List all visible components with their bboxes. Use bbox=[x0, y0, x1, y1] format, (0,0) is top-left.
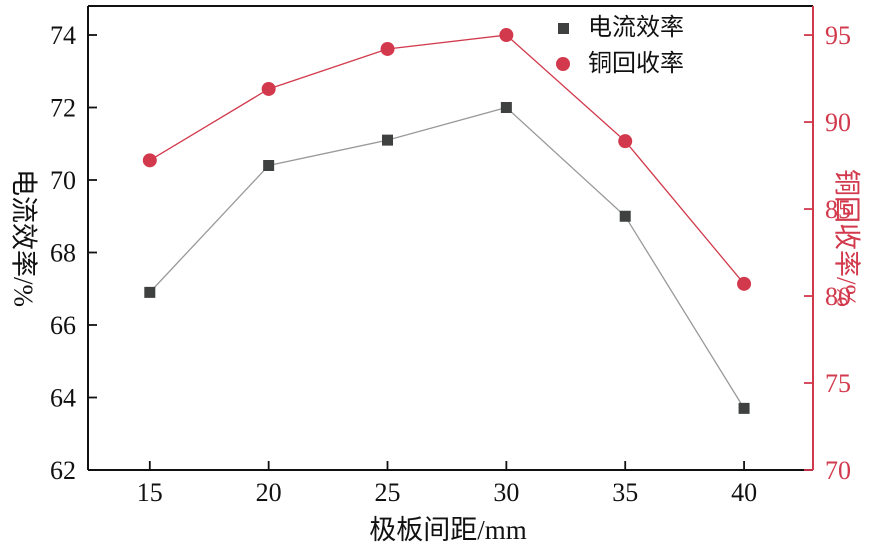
right-y-tick-label: 85 bbox=[825, 195, 851, 224]
circle-data-marker bbox=[499, 28, 514, 43]
left-y-tick-label: 68 bbox=[50, 239, 76, 268]
right-y-tick-label: 80 bbox=[825, 282, 851, 311]
left-y-tick-label: 66 bbox=[50, 311, 76, 340]
legend: 电流效率 铜回收率 bbox=[552, 14, 684, 78]
left-y-tick-label: 62 bbox=[50, 456, 76, 485]
square-data-marker bbox=[263, 160, 275, 171]
x-tick-label: 35 bbox=[612, 478, 638, 507]
circle-marker-icon bbox=[552, 53, 574, 75]
x-axis-label: 极板间距/mm bbox=[369, 515, 527, 545]
circle-data-marker bbox=[380, 41, 395, 56]
series-line-0 bbox=[149, 106, 745, 409]
square-data-marker bbox=[619, 210, 631, 222]
x-tick-label: 15 bbox=[137, 478, 163, 507]
x-tick-label: 20 bbox=[256, 478, 282, 507]
right-y-tick-label: 90 bbox=[825, 108, 851, 137]
x-tick-label: 30 bbox=[493, 478, 519, 507]
left-y-tick-label: 72 bbox=[50, 94, 76, 123]
legend-item-current-efficiency: 电流效率 bbox=[552, 14, 684, 42]
square-data-marker bbox=[738, 402, 750, 414]
left-y-tick-label: 70 bbox=[50, 166, 76, 195]
legend-label-current-efficiency: 电流效率 bbox=[588, 15, 684, 41]
legend-item-copper-recovery: 铜回收率 bbox=[552, 50, 684, 78]
right-y-tick-label: 95 bbox=[825, 21, 851, 50]
square-data-marker bbox=[382, 134, 394, 146]
right-y-axis-label: 铜回收率/% bbox=[831, 169, 862, 307]
left-y-tick-label: 64 bbox=[50, 384, 76, 413]
right-y-tick-label: 70 bbox=[825, 456, 851, 485]
circle-data-marker bbox=[618, 134, 633, 149]
circle-data-marker bbox=[261, 81, 276, 96]
square-marker-icon bbox=[552, 17, 574, 39]
x-tick-label: 40 bbox=[731, 478, 757, 507]
series-line-1 bbox=[149, 34, 745, 285]
circle-data-marker bbox=[737, 276, 752, 291]
left-y-axis-label: 电流效率/% bbox=[8, 169, 39, 307]
x-tick-label: 25 bbox=[375, 478, 401, 507]
square-data-marker bbox=[144, 286, 156, 298]
circle-data-marker bbox=[142, 153, 157, 168]
legend-label-copper-recovery: 铜回收率 bbox=[588, 51, 684, 77]
square-data-marker bbox=[500, 102, 512, 113]
left-y-tick-label: 74 bbox=[50, 21, 76, 50]
right-y-tick-label: 75 bbox=[825, 369, 851, 398]
